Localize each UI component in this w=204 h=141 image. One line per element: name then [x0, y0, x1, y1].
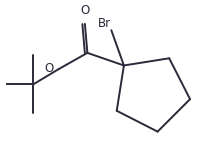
Text: O: O	[44, 62, 53, 75]
Text: O: O	[80, 4, 89, 17]
Text: Br: Br	[97, 17, 110, 30]
